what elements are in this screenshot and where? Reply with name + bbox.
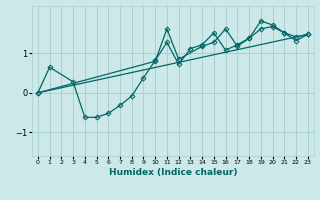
X-axis label: Humidex (Indice chaleur): Humidex (Indice chaleur): [108, 168, 237, 177]
